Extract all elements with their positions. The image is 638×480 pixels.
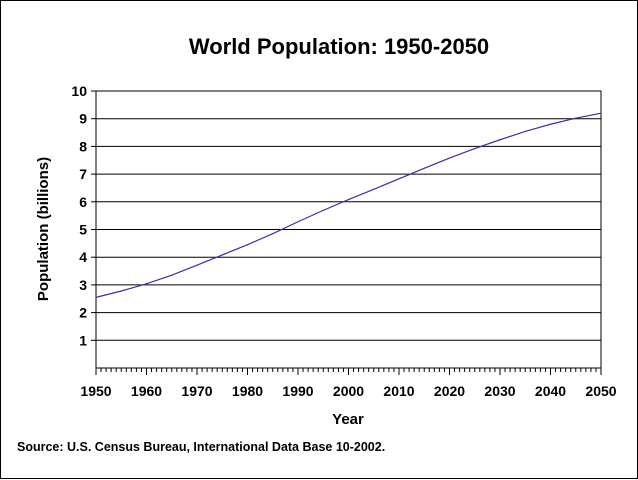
source-note: Source: U.S. Census Bureau, Internationa… xyxy=(17,440,386,454)
y-tick-label: 1 xyxy=(79,332,87,348)
data-point xyxy=(95,296,97,298)
y-tick-label: 9 xyxy=(79,111,87,127)
data-point xyxy=(297,221,299,223)
data-point xyxy=(549,123,552,125)
y-tick-label: 3 xyxy=(79,277,87,293)
data-point xyxy=(272,233,274,235)
data-point xyxy=(120,290,122,292)
y-axis-ticks: 1 2 3 4 5 6 7 8 9 10 xyxy=(71,83,96,348)
data-point xyxy=(499,139,501,141)
data-point xyxy=(373,188,375,190)
data-point xyxy=(221,254,223,256)
data-point xyxy=(575,117,577,119)
x-tick-label: 1970 xyxy=(181,383,212,399)
x-tick-label: 2020 xyxy=(434,383,465,399)
x-tick-label: 1990 xyxy=(282,383,313,399)
series-line-population xyxy=(95,112,602,298)
chart-title: World Population: 1950-2050 xyxy=(189,34,489,59)
y-tick-label: 4 xyxy=(79,249,87,265)
x-axis-title: Year xyxy=(332,411,364,428)
data-point xyxy=(145,283,148,285)
data-point xyxy=(398,178,400,180)
data-point xyxy=(171,274,173,276)
y-tick-label: 6 xyxy=(79,194,87,210)
y-tick-label: 7 xyxy=(79,166,87,182)
data-point xyxy=(246,244,249,246)
data-point xyxy=(423,167,425,169)
series-layer xyxy=(95,112,602,298)
x-axis-ticks: 1950 1960 1970 1980 1990 2000 2010 2020 2030 2040… xyxy=(80,368,617,399)
y-axis-title: Population (billions) xyxy=(35,157,52,301)
x-tick-label: 2030 xyxy=(484,383,515,399)
y-tick-label: 8 xyxy=(79,138,87,154)
data-point xyxy=(474,148,476,150)
x-tick-label: 1980 xyxy=(232,383,263,399)
x-tick-label: 2050 xyxy=(585,383,616,399)
data-point xyxy=(322,209,324,211)
data-point xyxy=(448,157,451,159)
data-point xyxy=(524,130,526,133)
x-tick-label: 2000 xyxy=(333,383,364,399)
data-point xyxy=(600,112,602,114)
data-point xyxy=(196,264,198,266)
x-tick-label: 2010 xyxy=(383,383,414,399)
x-tick-label: 1960 xyxy=(131,383,162,399)
y-tick-label: 10 xyxy=(71,83,87,99)
data-point xyxy=(347,198,350,201)
gridlines xyxy=(96,90,601,341)
y-tick-label: 2 xyxy=(79,305,87,321)
x-tick-label: 2040 xyxy=(535,383,566,399)
x-tick-label: 1950 xyxy=(80,383,111,399)
y-tick-label: 5 xyxy=(79,222,87,238)
